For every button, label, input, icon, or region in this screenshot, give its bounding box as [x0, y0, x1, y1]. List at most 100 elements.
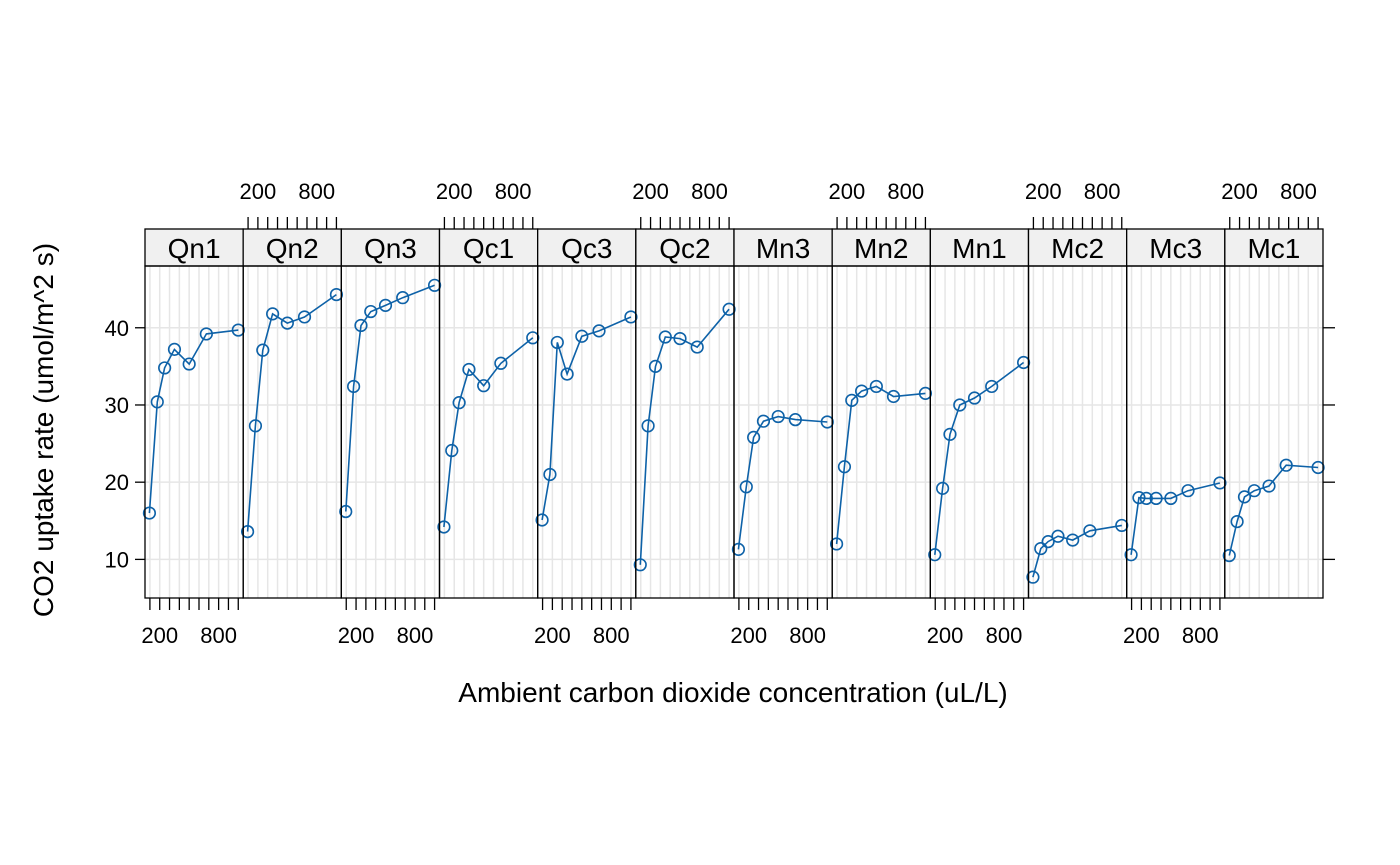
x-tick-label: 200 [1025, 179, 1062, 204]
x-tick-label: 200 [534, 623, 571, 648]
data-point [329, 287, 344, 302]
data-point [633, 558, 647, 572]
y-tick-label: 20 [105, 470, 129, 495]
data-point [1132, 491, 1146, 505]
strip-label: Qn3 [364, 233, 417, 264]
strip-label: Mn1 [952, 233, 1006, 264]
data-point [1262, 479, 1276, 493]
series-line-Mc1 [1228, 464, 1319, 556]
data-point [731, 542, 746, 556]
data-point [560, 367, 574, 381]
panel-frame-Mc1 [1224, 265, 1324, 599]
strip-Mc1 [1224, 228, 1324, 267]
data-point [592, 324, 606, 338]
strip-label: Mc1 [1247, 233, 1300, 264]
x-tick-label: 800 [593, 623, 630, 648]
data-point [1034, 541, 1048, 556]
y-tick-label: 30 [105, 393, 129, 418]
strip-Mc2 [1027, 228, 1128, 267]
data-point [1041, 535, 1055, 549]
x-tick-label: 800 [986, 623, 1023, 648]
data-point [535, 513, 549, 527]
x-tick-label: 200 [338, 623, 375, 648]
data-point [788, 413, 802, 427]
data-point [256, 343, 270, 357]
data-point [396, 291, 410, 305]
strip-Mn1 [929, 228, 1030, 267]
series-line-Mn1 [934, 361, 1025, 555]
data-point [967, 391, 982, 405]
data-point [1051, 529, 1065, 543]
data-point [936, 481, 950, 495]
data-point [364, 304, 378, 319]
data-point [297, 310, 312, 324]
data-point [1247, 484, 1261, 498]
data-point [648, 359, 663, 373]
data-point [347, 379, 361, 394]
strip-Mn2 [831, 228, 931, 267]
x-axis-title: Ambient carbon dioxide concentration (uL… [458, 677, 1007, 708]
data-point [1164, 491, 1178, 506]
data-point [543, 467, 557, 482]
x-tick-label: 200 [141, 623, 178, 648]
x-tick-label: 200 [632, 179, 669, 204]
strip-label: Qn2 [266, 233, 319, 264]
series-line-Qn3 [345, 284, 435, 512]
data-point [756, 414, 771, 428]
x-tick-label: 800 [397, 623, 434, 648]
data-point [231, 323, 245, 337]
strip-label: Qc1 [463, 233, 514, 264]
data-point [240, 524, 255, 539]
series-line-Mn2 [835, 385, 926, 545]
data-point [354, 318, 368, 333]
data-point [266, 307, 280, 321]
data-point [1016, 355, 1031, 370]
x-tick-label: 800 [789, 623, 826, 648]
strip-Qn2 [242, 228, 342, 267]
x-tick-label: 800 [1280, 179, 1317, 204]
data-point [378, 298, 393, 312]
data-point [477, 379, 491, 393]
data-point [1222, 548, 1236, 563]
series-line-Qn1 [148, 329, 239, 514]
data-point [1139, 491, 1153, 506]
data-point [641, 419, 655, 433]
data-point [985, 379, 999, 394]
data-point [158, 361, 172, 375]
strip-label: Mn3 [756, 233, 810, 264]
data-point [837, 460, 852, 474]
data-point [1279, 458, 1293, 472]
x-tick-label: 200 [1123, 623, 1160, 648]
data-point [845, 393, 859, 407]
data-point [771, 409, 785, 424]
strip-label: Qc2 [659, 233, 710, 264]
x-tick-label: 200 [240, 179, 277, 204]
data-point [445, 443, 459, 458]
strip-label: Mc3 [1149, 233, 1202, 264]
data-point [462, 362, 476, 377]
data-point [494, 356, 508, 370]
y-axis-title: CO2 uptake rate (umol/m^2 s) [28, 243, 59, 617]
data-point [953, 398, 967, 412]
data-point [624, 310, 638, 324]
data-point [575, 329, 589, 343]
strip-label: Qc3 [561, 233, 612, 264]
x-tick-label: 800 [691, 179, 728, 204]
strip-Qn3 [340, 228, 441, 267]
data-point [1213, 476, 1227, 490]
x-tick-label: 800 [887, 179, 924, 204]
data-point [722, 302, 736, 316]
x-tick-label: 800 [495, 179, 532, 204]
data-point [526, 331, 540, 345]
strip-label: Qn1 [168, 233, 221, 264]
data-point [167, 342, 182, 356]
data-point [1026, 570, 1040, 584]
data-point [437, 520, 451, 534]
data-point [1124, 548, 1138, 562]
data-point [739, 480, 753, 494]
data-point [1149, 491, 1163, 506]
series-line-Mn3 [737, 415, 828, 550]
series-line-Mc2 [1032, 524, 1122, 578]
y-tick-label: 10 [105, 547, 129, 572]
